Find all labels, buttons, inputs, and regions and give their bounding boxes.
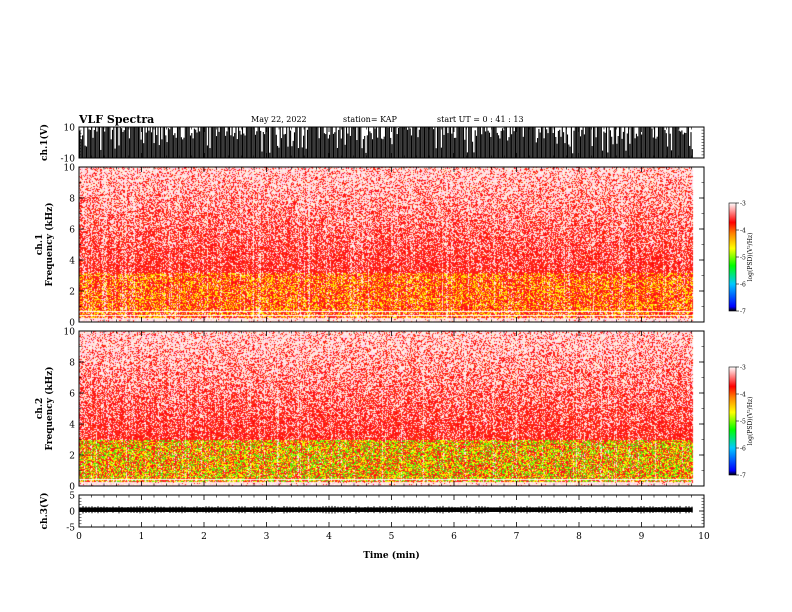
start-time-label: start UT = 0 : 41 : 13 xyxy=(437,115,524,124)
y-tick-label: 0 xyxy=(69,508,75,518)
colorbar-label: log(PSD)(V²/Hz) xyxy=(747,233,754,282)
ch2-colorbar xyxy=(728,366,737,476)
y-tick-label: 10 xyxy=(64,328,76,338)
colorbar-tick-label: -6 xyxy=(740,282,746,289)
colorbar-tick-label: -6 xyxy=(740,446,746,453)
y-tick-label: 10 xyxy=(64,164,76,174)
y-tick-label: 0 xyxy=(69,319,75,329)
y-tick-label: 2 xyxy=(69,452,75,462)
y-tick-label: 0 xyxy=(69,483,75,493)
y-tick-label: 8 xyxy=(69,195,75,205)
y-axis-label: ch.1Frequency (kHz) xyxy=(35,202,55,286)
y-tick-label: 6 xyxy=(69,390,75,400)
colorbar-tick-label: -3 xyxy=(740,201,746,208)
x-tick-label: 3 xyxy=(264,532,270,542)
x-tick-label: 7 xyxy=(514,532,520,542)
y-tick-label: 2 xyxy=(69,288,75,298)
colorbar-tick-label: -4 xyxy=(740,392,746,399)
ch1-waveform-trace xyxy=(79,127,693,158)
ch3-waveform-trace xyxy=(79,505,693,514)
x-tick-label: 6 xyxy=(451,532,457,542)
x-axis-label: Time (min) xyxy=(363,550,420,561)
plot-title: VLF Spectra xyxy=(79,113,155,126)
ch1-colorbar xyxy=(728,202,737,312)
y-axis-label: ch.1(V) xyxy=(39,124,50,161)
x-tick-label: 1 xyxy=(139,532,145,542)
date-label: May 22, 2022 xyxy=(251,115,307,124)
y-axis-label: ch.2Frequency (kHz) xyxy=(35,366,55,450)
station-label: station= KAP xyxy=(343,115,397,124)
y-tick-label: -10 xyxy=(61,155,76,165)
colorbar-tick-label: -7 xyxy=(740,473,746,480)
colorbar-tick-label: -5 xyxy=(740,419,746,426)
colorbar-label: log(PSD)(V²/Hz) xyxy=(747,397,754,446)
x-tick-label: 10 xyxy=(698,532,710,542)
y-tick-label: -5 xyxy=(66,524,75,534)
x-tick-label: 4 xyxy=(326,532,332,542)
ch1-spectrogram-image xyxy=(79,167,704,322)
x-tick-label: 9 xyxy=(639,532,645,542)
y-tick-label: 10 xyxy=(64,124,76,134)
colorbar-tick-label: -7 xyxy=(740,309,746,316)
y-tick-label: 5 xyxy=(69,492,75,502)
colorbar-tick-label: -5 xyxy=(740,255,746,262)
x-tick-label: 2 xyxy=(201,532,207,542)
colorbar-tick-label: -4 xyxy=(740,228,746,235)
y-tick-label: 6 xyxy=(69,226,75,236)
x-tick-label: 5 xyxy=(389,532,395,542)
ch2-spectrogram-image xyxy=(79,331,704,486)
y-tick-label: 4 xyxy=(69,257,75,267)
x-tick-label: 8 xyxy=(576,532,582,542)
y-tick-label: 8 xyxy=(69,359,75,369)
x-tick-label: 0 xyxy=(76,532,82,542)
y-axis-label: ch.3(V) xyxy=(39,493,50,530)
colorbar-tick-label: -3 xyxy=(740,365,746,372)
y-tick-label: 4 xyxy=(69,421,75,431)
